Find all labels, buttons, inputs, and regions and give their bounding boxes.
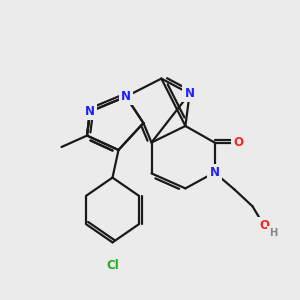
Text: O: O <box>259 219 269 232</box>
Text: H: H <box>269 227 277 238</box>
Text: N: N <box>184 87 195 100</box>
Text: O: O <box>233 136 244 149</box>
Text: N: N <box>121 90 131 103</box>
Text: N: N <box>85 105 95 118</box>
Text: N: N <box>209 166 220 179</box>
Text: Cl: Cl <box>106 259 119 272</box>
